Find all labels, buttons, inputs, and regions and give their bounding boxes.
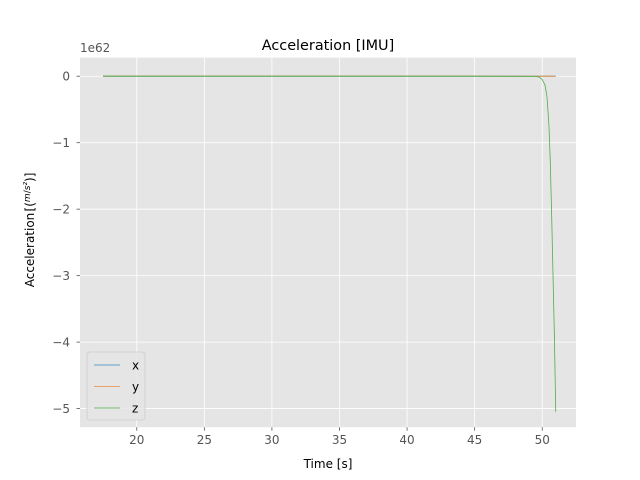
legend-label-y: y: [132, 380, 139, 394]
y-tick-label: −2: [52, 202, 70, 216]
svg-text:Acceleration: Acceleration: [23, 213, 37, 288]
unit-numerator: m: [23, 193, 33, 202]
y-axis-ticks: 0 −1 −2 −3 −4 −5: [52, 70, 80, 416]
x-tick-label: 30: [264, 433, 279, 447]
chart-title: Acceleration [IMU]: [262, 38, 394, 54]
y-tick-label: −3: [52, 269, 70, 283]
x-tick-label: 25: [197, 433, 212, 447]
y-tick-label: −5: [52, 402, 70, 416]
legend-label-z: z: [132, 401, 138, 415]
y-tick-label: −4: [52, 335, 70, 349]
series-lines: [102, 75, 557, 412]
y-axis-label-text: Acceleration: [23, 213, 37, 288]
y-tick-label: 0: [62, 70, 70, 84]
legend-label-x: x: [132, 358, 139, 372]
y-tick-label: −1: [52, 136, 70, 150]
x-tick-label: 50: [535, 433, 550, 447]
unit-denominator: s²: [23, 182, 33, 191]
x-tick-label: 45: [467, 433, 482, 447]
y-offset-label: 1e62: [80, 41, 110, 55]
legend-box: [86, 351, 146, 421]
x-tick-label: 40: [399, 433, 414, 447]
x-tick-label: 20: [129, 433, 144, 447]
legend: xyz: [86, 351, 146, 421]
x-axis-label: Time [s]: [303, 457, 353, 471]
x-tick-label: 35: [332, 433, 347, 447]
x-axis-ticks: 20 25 30 35 40 45 50: [129, 427, 550, 447]
plot-area: [80, 57, 576, 428]
series-line-z: [102, 75, 557, 412]
